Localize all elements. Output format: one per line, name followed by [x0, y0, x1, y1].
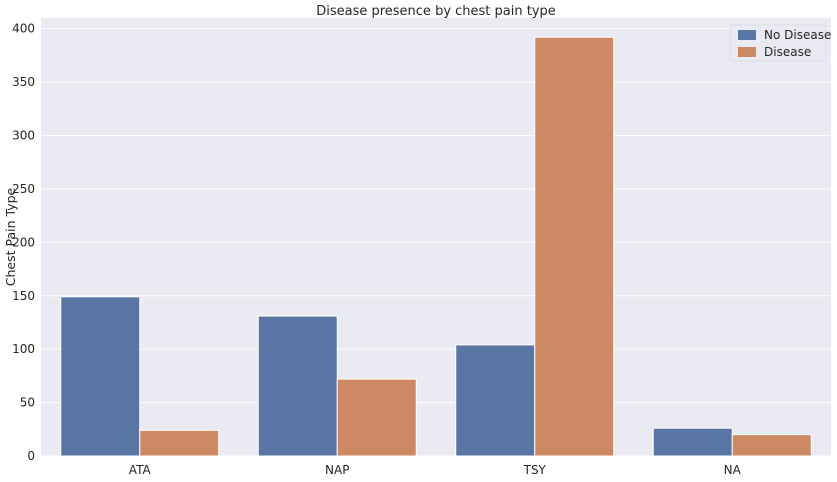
y-tick-label: 0 [27, 449, 35, 463]
bar-disease-tsy [534, 36, 615, 457]
x-tick-label: ATA [129, 463, 152, 477]
bar-no-disease-tsy [455, 344, 536, 457]
y-tick-label: 350 [12, 75, 35, 89]
x-tick-labels: ATA NAP TSY NA [129, 463, 742, 477]
legend-swatch [738, 47, 756, 57]
x-tick-label: TSY [523, 463, 547, 477]
legend-label: No Disease [764, 28, 831, 42]
y-tick-label: 150 [12, 289, 35, 303]
y-tick-labels: 0 50 100 150 200 250 300 350 400 [12, 22, 35, 463]
legend: No Disease Disease [729, 24, 831, 62]
bar-no-disease-ata [60, 296, 141, 457]
x-tick-label: NA [724, 463, 742, 477]
bar-disease-nap [336, 378, 417, 457]
x-tick-label: NAP [325, 463, 349, 477]
legend-label: Disease [764, 45, 811, 59]
y-tick-label: 100 [12, 342, 35, 356]
bar-no-disease-na [652, 427, 733, 457]
y-tick-label: 200 [12, 235, 35, 249]
bar-no-disease-nap [257, 315, 338, 457]
y-tick-label: 300 [12, 129, 35, 143]
y-tick-label: 400 [12, 22, 35, 36]
chart-title: Disease presence by chest pain type [316, 4, 556, 19]
bar-disease-na [731, 434, 812, 457]
bar-disease-ata [139, 429, 220, 457]
y-tick-label: 50 [20, 396, 35, 410]
bars [60, 36, 812, 457]
legend-swatch [738, 30, 756, 40]
y-tick-label: 250 [12, 182, 35, 196]
y-axis-label: Chest Pain Type [3, 187, 18, 286]
grid-lines [41, 28, 831, 457]
plot-background [41, 18, 831, 456]
